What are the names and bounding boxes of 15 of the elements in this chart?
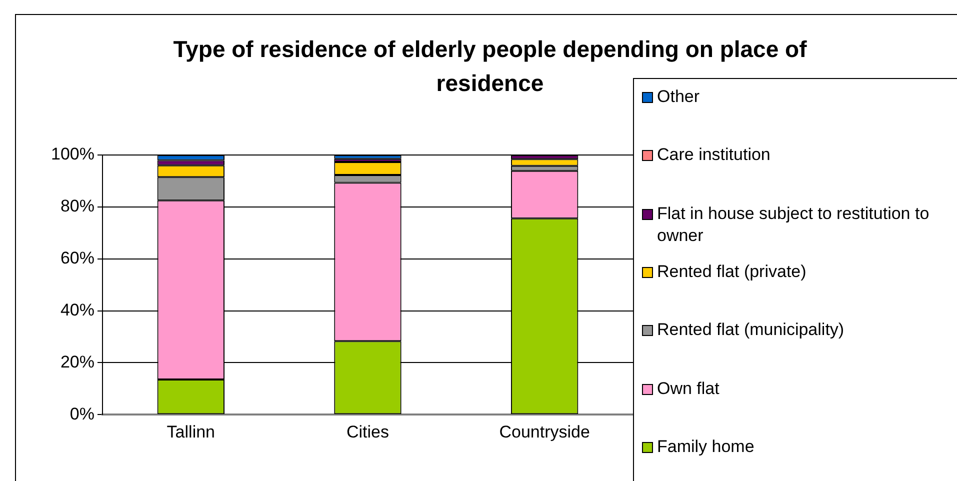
legend-label: Family home [657, 436, 754, 458]
y-tick-label: 20% [60, 352, 94, 372]
y-tick-label: 40% [60, 300, 94, 320]
y-tick-label: 0% [70, 404, 94, 424]
legend-label: Rented flat (private) [657, 260, 806, 283]
x-tick-label: Cities [346, 422, 389, 442]
y-tick-label: 100% [50, 144, 94, 164]
legend-label: Own flat [657, 378, 720, 400]
x-tick-label: Tallinn [166, 422, 215, 442]
legend-label: Rented flat (municipality) [657, 319, 844, 342]
x-tick-label: Countryside [499, 422, 590, 442]
legend-label: Flat in house subject to restitution to owner [657, 202, 930, 247]
y-tick-label: 60% [60, 248, 94, 268]
legend-label: Care institution [657, 144, 770, 166]
y-tick-label: 80% [60, 196, 94, 216]
